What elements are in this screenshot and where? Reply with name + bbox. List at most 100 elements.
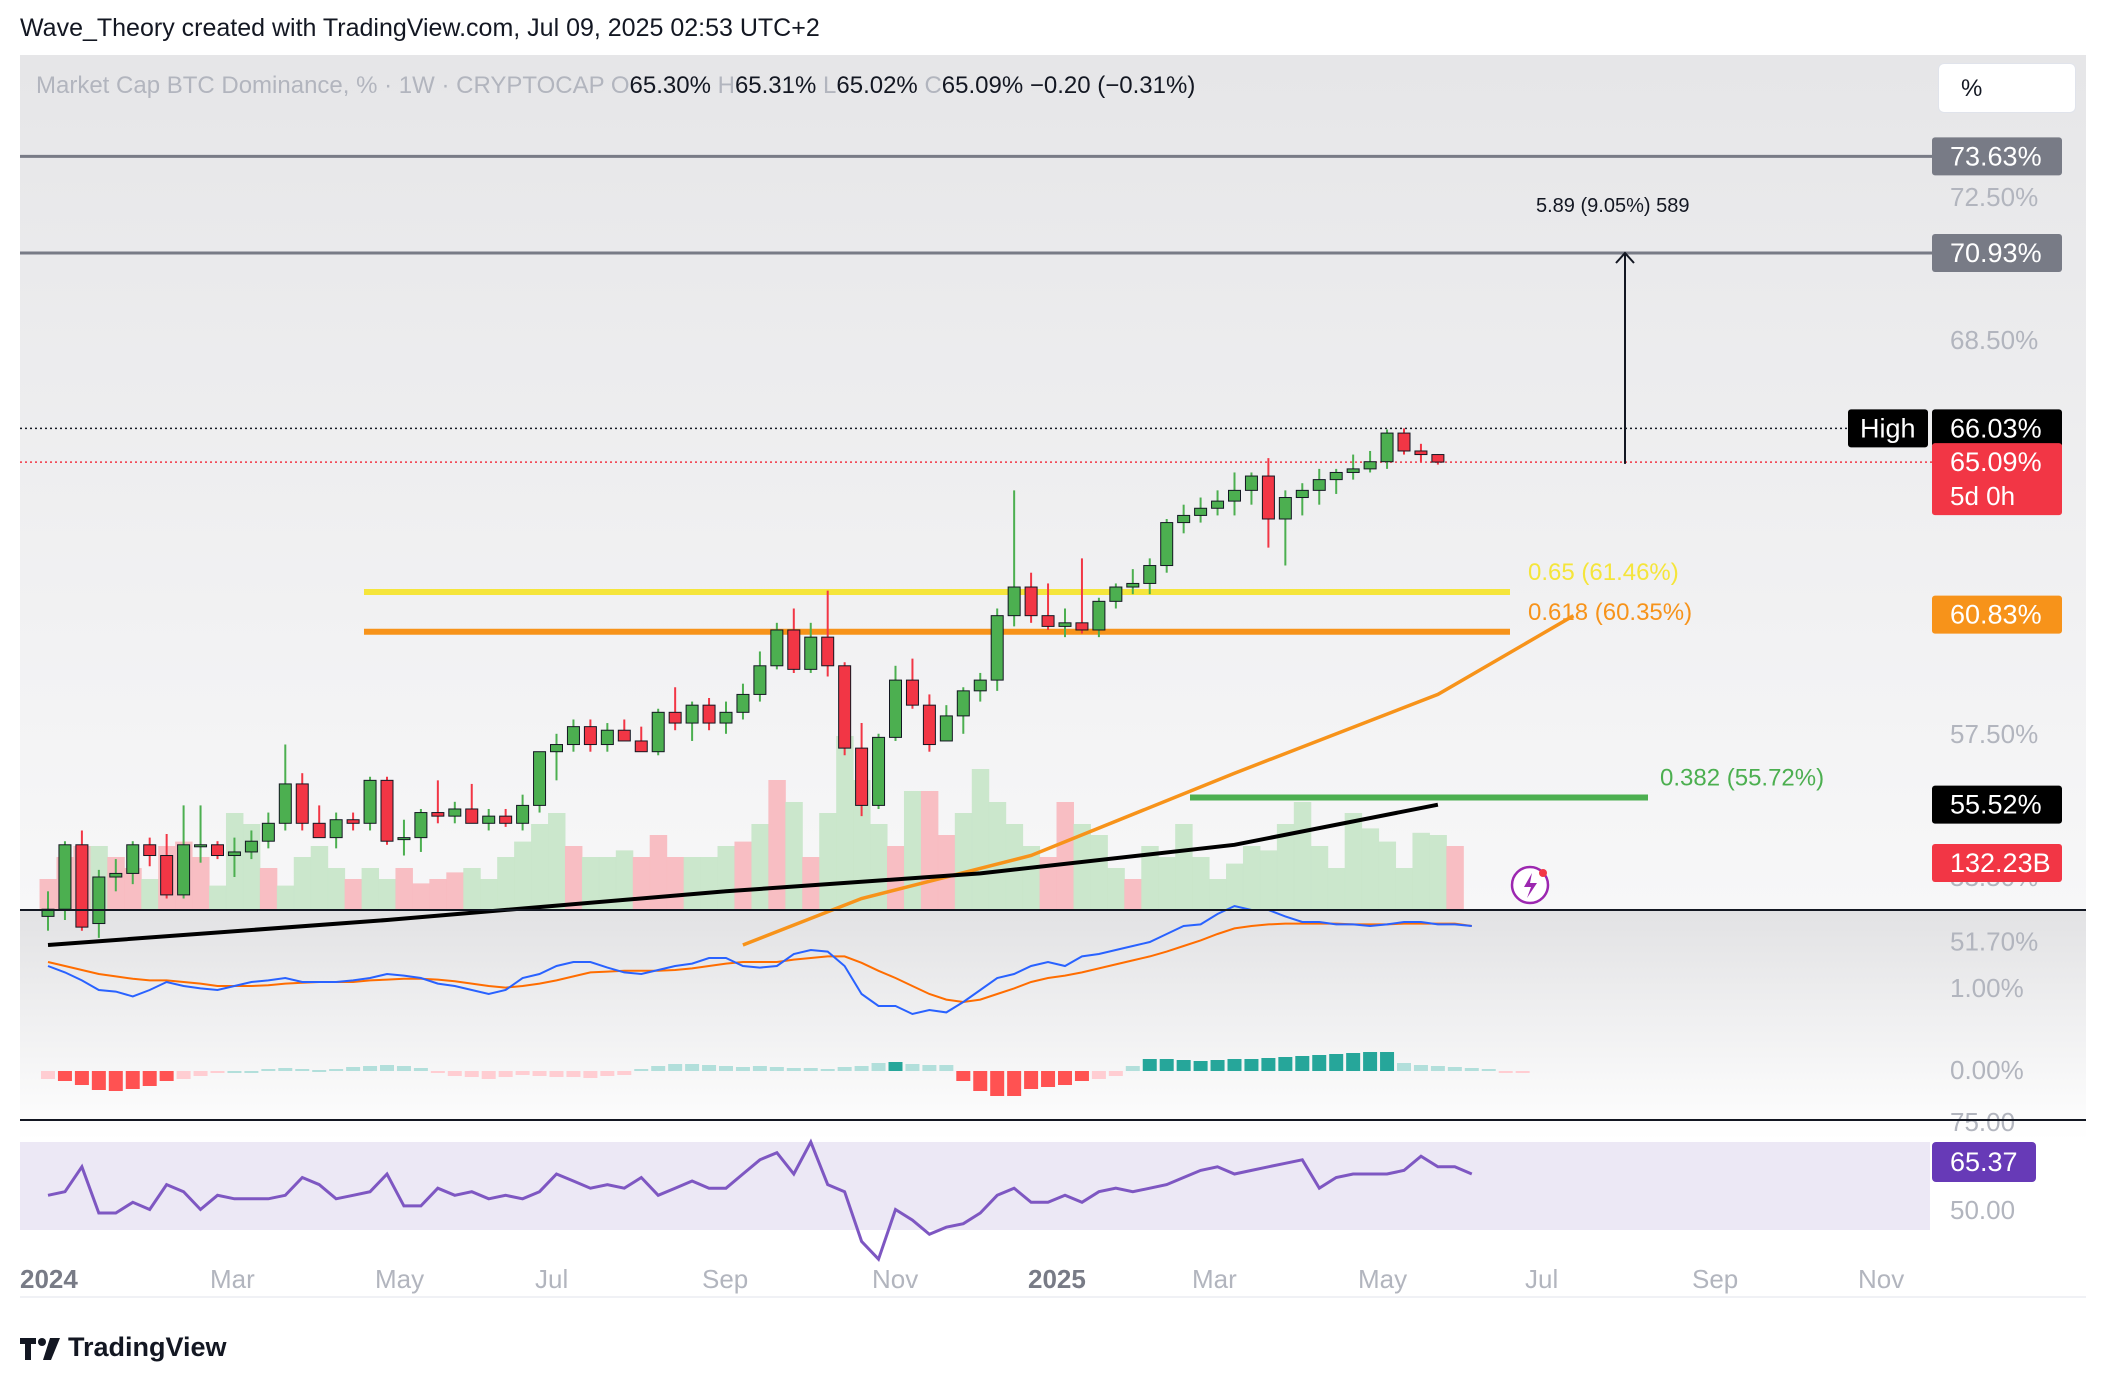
- candle-body: [1244, 475, 1258, 491]
- percent-scale-button[interactable]: %: [1938, 63, 2076, 113]
- volume-bar: [497, 857, 515, 910]
- volume-bar: [632, 857, 651, 910]
- candle-body: [685, 704, 699, 724]
- volume-bar: [259, 868, 278, 910]
- candle-body: [109, 872, 123, 878]
- macd-histogram-bar: [820, 1069, 835, 1071]
- macd-histogram-bar: [413, 1068, 428, 1071]
- volume-bar: [785, 802, 803, 910]
- high-value: 65.31%: [734, 72, 817, 99]
- rsi-axis-label: 75.00: [1950, 1107, 2015, 1137]
- volume-bar: [480, 879, 498, 910]
- volume-bar: [1192, 857, 1210, 910]
- macd-histogram-bar: [159, 1071, 174, 1081]
- volume-bar: [870, 824, 888, 910]
- macd-histogram-bar: [803, 1068, 818, 1071]
- macd-histogram-bar: [380, 1065, 394, 1071]
- tradingview-logo-icon: [20, 1338, 60, 1360]
- time-axis-label: Mar: [1192, 1264, 1237, 1294]
- alert-dot: [1539, 869, 1547, 877]
- volume-bar: [1378, 841, 1397, 910]
- volume-bar: [327, 868, 346, 910]
- volume-bar: [1259, 850, 1278, 910]
- volume-bar: [412, 883, 430, 910]
- volume-bar: [971, 769, 990, 910]
- price-tag-countdown: 5d 0h: [1950, 481, 2015, 511]
- volume-bar: [903, 791, 922, 910]
- volume-bar: [1158, 857, 1176, 910]
- volume-bar: [1056, 802, 1074, 910]
- measure-tool[interactable]: 5.89 (9.05%) 589: [1536, 195, 1689, 464]
- price-tag: [1932, 409, 2062, 448]
- volume-bar: [463, 868, 481, 910]
- macd-histogram-bar: [1007, 1071, 1022, 1096]
- candle-body: [1228, 489, 1241, 502]
- macd-histogram-bar: [719, 1066, 733, 1071]
- macd-histogram-bar: [1176, 1060, 1191, 1071]
- price-axis-label: 68.50%: [1950, 325, 2038, 355]
- macd-histogram-bar: [312, 1070, 327, 1072]
- price-axis-label: 57.50%: [1950, 719, 2038, 749]
- volume-bar: [1293, 802, 1312, 910]
- candle-body: [261, 822, 275, 842]
- macd-histogram-bar: [447, 1071, 462, 1076]
- candle-body: [651, 711, 665, 753]
- volume-bar: [1090, 835, 1108, 910]
- candle-body: [1160, 522, 1174, 567]
- candle-body: [804, 636, 818, 670]
- candle-body: [1024, 586, 1038, 617]
- volume-bar: [361, 868, 380, 910]
- macd-histogram-bar: [261, 1069, 276, 1071]
- macd-histogram-bar: [329, 1069, 344, 1071]
- volume-bar: [1073, 824, 1091, 910]
- macd-histogram-bar: [854, 1066, 869, 1071]
- volume-bar: [649, 835, 668, 910]
- price-tag-value: 73.63%: [1950, 141, 2042, 171]
- volume-bar: [1141, 846, 1159, 910]
- macd-histogram-bar: [634, 1069, 649, 1071]
- macd-histogram-bar: [668, 1064, 683, 1071]
- candle-body: [92, 876, 106, 925]
- macd-histogram-bar: [735, 1067, 750, 1071]
- candle-body: [1007, 586, 1021, 617]
- candle-body: [1211, 500, 1225, 509]
- macd-histogram-bar: [939, 1065, 954, 1071]
- candle-body: [126, 844, 140, 874]
- macd-histogram-bar: [464, 1071, 479, 1077]
- high-label: H: [717, 72, 735, 99]
- candles: [41, 428, 1445, 938]
- macd-histogram-bar: [1397, 1063, 1411, 1071]
- candle-body: [956, 690, 970, 717]
- volume-bar: [598, 857, 617, 910]
- candle-body: [482, 815, 496, 824]
- rsi-axis-label: 50.00: [1950, 1195, 2015, 1225]
- candle-body: [1075, 622, 1089, 631]
- time-axis-label: 2024: [20, 1264, 78, 1294]
- candle-body: [583, 726, 597, 746]
- axis-labels: 72.50%68.50%57.50%53.50%51.70%2024MarMay…: [20, 182, 2038, 1294]
- candle-body: [1431, 454, 1445, 463]
- macd-histogram-bar: [1515, 1071, 1530, 1073]
- candle-body: [533, 751, 547, 806]
- candle-body: [75, 844, 89, 928]
- macd-axis-label: 1.00%: [1950, 973, 2024, 1003]
- volume-bar: [937, 835, 956, 910]
- candle-body: [600, 729, 614, 746]
- volume-bar: [192, 857, 210, 910]
- macd-histogram-bar: [142, 1071, 157, 1086]
- candle-body: [227, 851, 241, 857]
- price-chart[interactable]: 0.65 (61.46%) 0.618 (60.35%) 0.382 (55.72%…: [20, 55, 2086, 1315]
- volume-bar: [954, 813, 973, 910]
- macd-histogram-bar: [176, 1071, 191, 1079]
- price-tag-value: 132.23B: [1950, 848, 2051, 878]
- macd-histogram-bar: [1108, 1071, 1123, 1076]
- macd-histogram-bar: [1244, 1059, 1259, 1071]
- macd-histogram-bar: [57, 1071, 72, 1081]
- volume-bar: [1429, 835, 1447, 910]
- candle-body: [1109, 586, 1123, 602]
- volume-bar: [768, 780, 786, 910]
- moving-averages: [47, 614, 1575, 947]
- volume-bar: [548, 813, 566, 910]
- candle-body: [1278, 497, 1292, 520]
- price-tag-value: 60.83%: [1950, 600, 2042, 630]
